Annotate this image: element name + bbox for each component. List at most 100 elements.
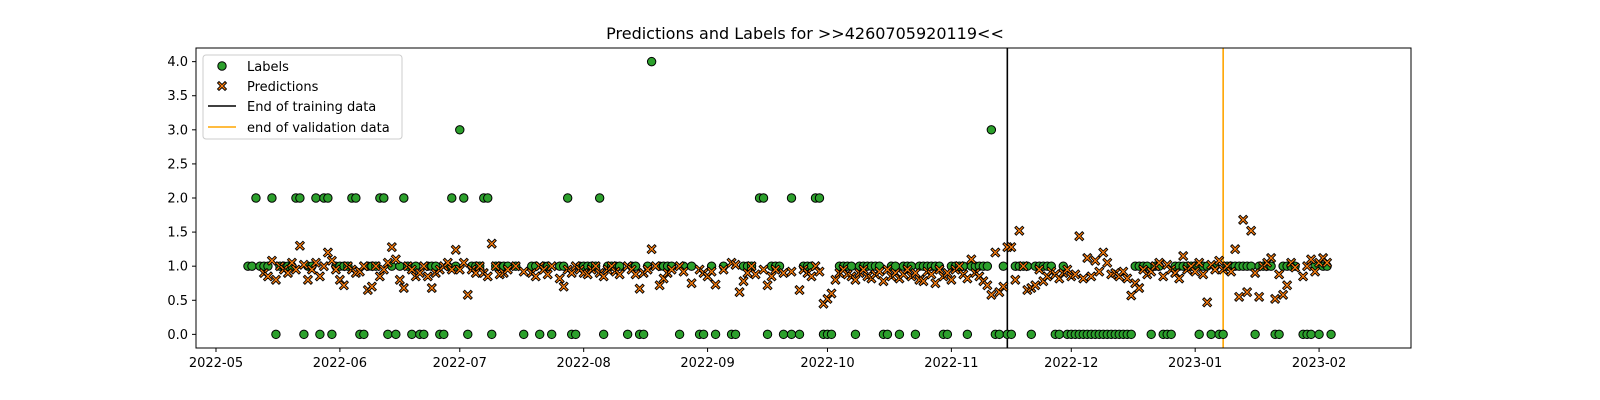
- chart-title: Predictions and Labels for >>42607059201…: [606, 24, 1004, 43]
- label-point: [455, 125, 465, 135]
- prediction-point: [718, 264, 729, 275]
- prediction-point: [418, 261, 429, 272]
- label-point: [1306, 329, 1316, 340]
- label-point: [535, 329, 545, 340]
- prediction-point: [1030, 280, 1041, 291]
- prediction-point: [806, 271, 817, 282]
- prediction-point: [1174, 273, 1185, 284]
- label-point: [710, 329, 721, 340]
- label-point: [547, 329, 557, 340]
- y-tick-label: 1.0: [167, 260, 188, 275]
- label-point: [594, 193, 605, 203]
- x-tick-label: 2022-12: [1044, 356, 1098, 371]
- label-point: [846, 261, 857, 271]
- prediction-point: [826, 288, 837, 299]
- label-point: [686, 261, 697, 271]
- prediction-point: [358, 261, 369, 272]
- prediction-point: [1082, 252, 1093, 264]
- x-tick-label: 2023-02: [1292, 356, 1346, 371]
- prediction-point: [1078, 273, 1089, 284]
- prediction-point: [882, 264, 893, 275]
- prediction-point: [474, 261, 485, 272]
- prediction-point: [730, 259, 741, 270]
- prediction-point: [990, 247, 1001, 258]
- label-point: [251, 193, 261, 203]
- prediction-point: [1090, 255, 1101, 266]
- y-tick-label: 0.5: [167, 294, 188, 309]
- prediction-point: [454, 264, 465, 275]
- label-point: [459, 193, 469, 203]
- label-point: [698, 329, 709, 340]
- label-point: [379, 193, 389, 203]
- prediction-point: [1158, 271, 1169, 282]
- prediction-point: [634, 283, 645, 294]
- prediction-point: [830, 274, 841, 285]
- prediction-point: [398, 282, 409, 294]
- prediction-point: [1202, 297, 1213, 308]
- predictions-series: [258, 214, 1333, 309]
- prediction-point: [750, 269, 761, 280]
- prediction-point: [1194, 257, 1205, 268]
- prediction-point: [1277, 289, 1289, 300]
- label-point: [1194, 329, 1204, 340]
- y-tick-label: 0.0: [167, 328, 188, 343]
- prediction-point: [642, 264, 653, 275]
- label-point: [994, 329, 1005, 340]
- prediction-point: [1014, 225, 1025, 236]
- prediction-point: [746, 261, 757, 272]
- y-tick-label: 2.5: [167, 157, 188, 172]
- label-point: [487, 329, 497, 340]
- label-point: [359, 329, 369, 340]
- label-point: [786, 193, 797, 203]
- x-tick-label: 2022-10: [800, 356, 854, 371]
- legend-predictions-marker: [216, 80, 228, 92]
- label-point: [814, 193, 825, 203]
- label-point: [327, 329, 337, 340]
- x-axis: 2022-05 2022-06 2022-07 2022-08 2022-09 2022-…: [189, 348, 1346, 371]
- legend-predictions-text: Predictions: [247, 80, 319, 95]
- prediction-point: [294, 240, 306, 251]
- label-point: [351, 193, 361, 203]
- prediction-point: [734, 286, 745, 298]
- prediction-point: [910, 267, 921, 279]
- prediction-point: [814, 266, 825, 277]
- y-axis: 0.0 0.5 1.0 1.5 2.0 2.5 3.0 3.5 4.0: [167, 55, 196, 343]
- label-point: [1054, 329, 1064, 340]
- label-point: [638, 329, 649, 340]
- prediction-point: [1269, 293, 1281, 305]
- y-tick-label: 4.0: [167, 55, 188, 70]
- prediction-point: [518, 266, 529, 277]
- prediction-point: [1118, 266, 1129, 277]
- legend-validation-text: end of validation data: [247, 121, 390, 136]
- label-point: [267, 193, 277, 203]
- label-point: [1274, 329, 1284, 340]
- label-point: [1250, 329, 1260, 340]
- prediction-point: [558, 281, 569, 292]
- legend: Labels Predictions End of training data …: [202, 54, 403, 140]
- prediction-point: [946, 274, 957, 285]
- prediction-point: [1273, 269, 1285, 280]
- label-point: [794, 329, 805, 340]
- label-point: [730, 329, 741, 340]
- prediction-point: [794, 284, 805, 296]
- legend-training-text: End of training data: [247, 100, 376, 115]
- label-point: [1218, 329, 1228, 340]
- prediction-point: [766, 271, 777, 282]
- prediction-point: [286, 257, 298, 268]
- x-tick-label: 2022-09: [680, 356, 734, 371]
- prediction-point: [706, 266, 717, 277]
- prediction-point: [442, 257, 453, 268]
- y-tick-label: 2.0: [167, 192, 188, 207]
- prediction-point: [686, 278, 697, 289]
- prediction-point: [1134, 282, 1145, 294]
- prediction-point: [1102, 257, 1113, 268]
- prediction-point: [1249, 267, 1261, 279]
- prediction-point: [878, 276, 889, 287]
- label-point: [407, 329, 417, 340]
- prediction-point: [382, 257, 393, 268]
- label-point: [419, 329, 429, 340]
- label-point: [826, 329, 837, 340]
- prediction-point: [1010, 274, 1021, 285]
- prediction-point: [1230, 244, 1241, 255]
